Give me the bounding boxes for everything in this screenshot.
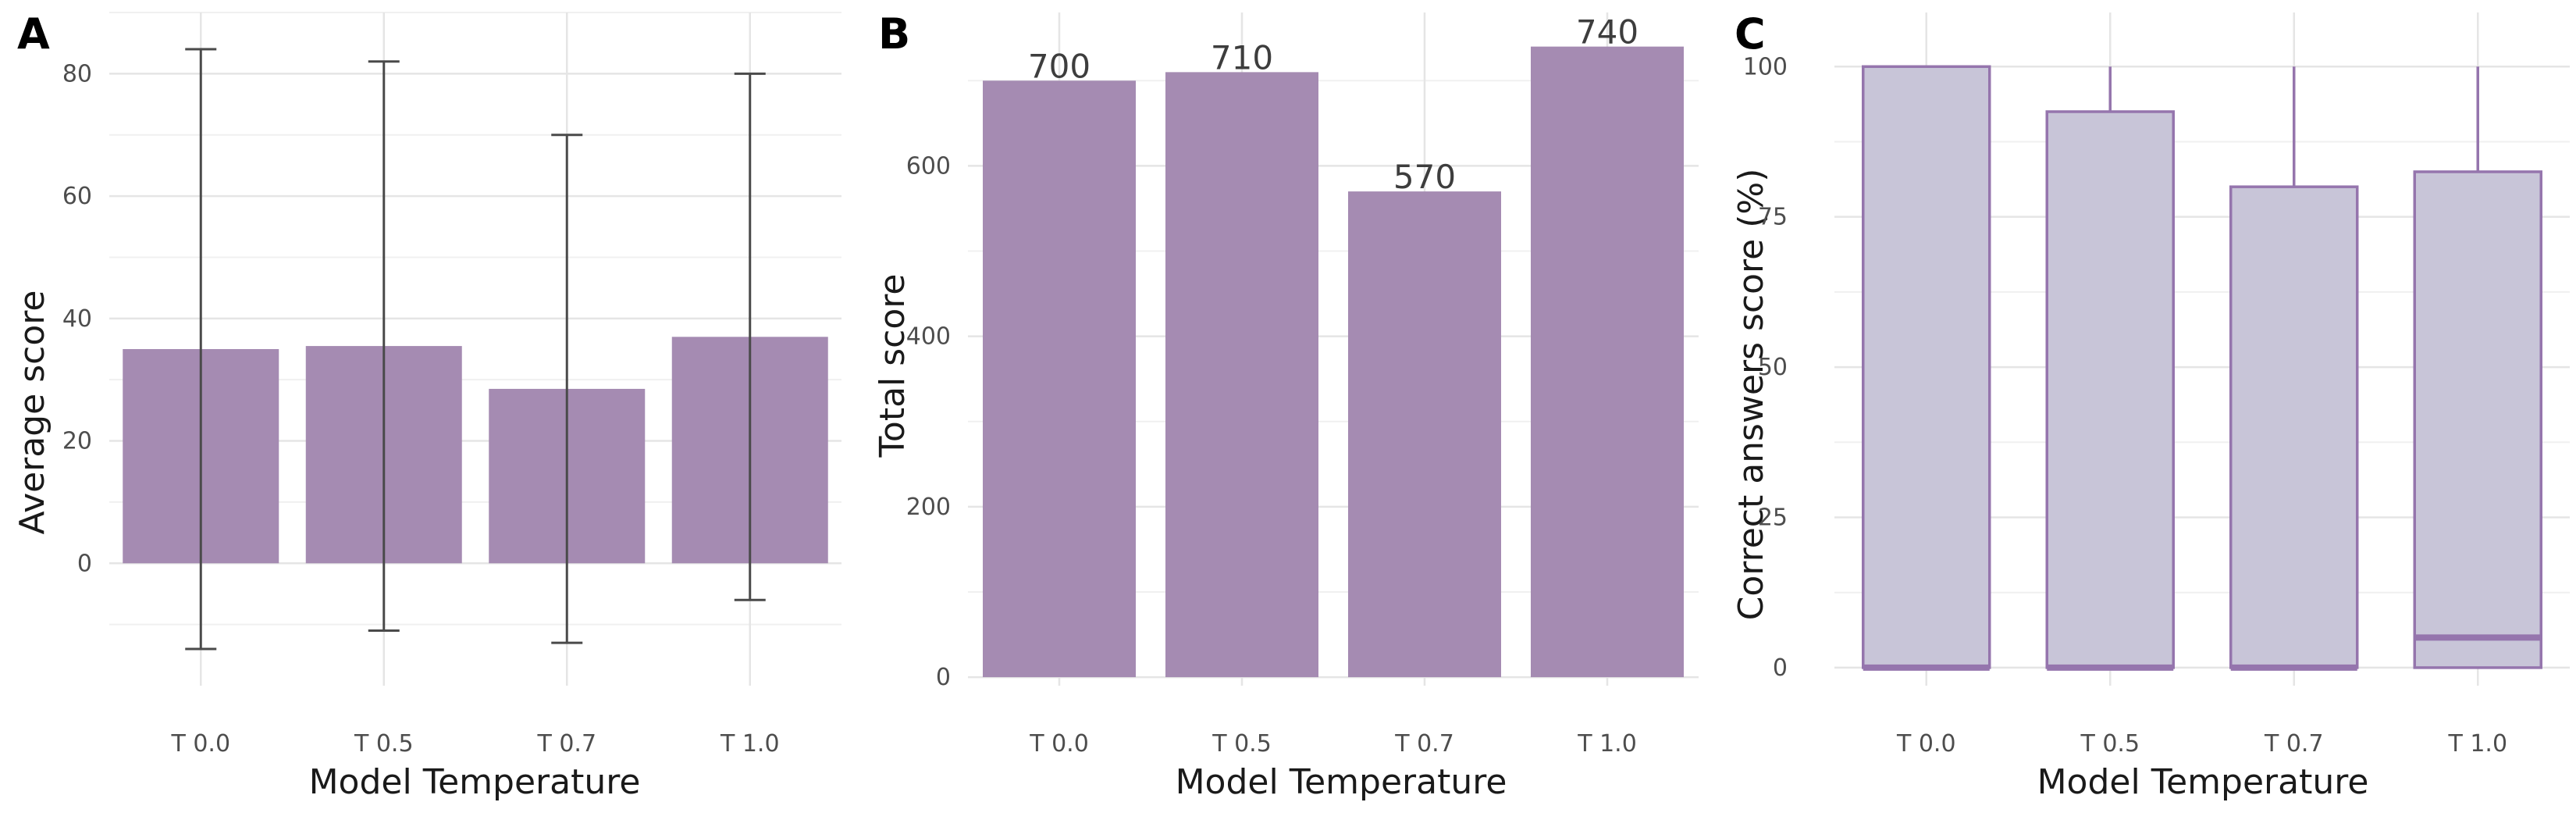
y-tick-label: 25 bbox=[1758, 504, 1788, 532]
y-tick-label: 0 bbox=[1773, 654, 1788, 682]
y-tick-label: 0 bbox=[936, 664, 951, 691]
error-bar bbox=[551, 134, 583, 644]
x-tick-label: T 0.7 bbox=[1394, 730, 1454, 758]
box-body bbox=[2413, 170, 2542, 669]
panel-b-x-axis-title: Model Temperature bbox=[1176, 762, 1507, 802]
y-tick-label: 40 bbox=[62, 305, 92, 333]
y-tick-label: 600 bbox=[906, 152, 951, 180]
data-label: 700 bbox=[1028, 47, 1091, 85]
box-t-0-7 bbox=[2229, 66, 2359, 671]
bar-t-1-0 bbox=[1531, 46, 1684, 678]
box-body bbox=[2229, 185, 2359, 669]
data-label: 740 bbox=[1576, 13, 1638, 52]
x-tick-label: T 0.5 bbox=[1212, 730, 1272, 758]
x-tick-label: T 0.7 bbox=[2264, 730, 2324, 758]
y-tick-label: 80 bbox=[62, 60, 92, 87]
bar-t-0-0 bbox=[983, 80, 1136, 678]
bar-t-0-5 bbox=[1165, 72, 1318, 678]
x-tick-label: T 0.0 bbox=[1029, 730, 1089, 758]
panel-a-x-axis-title: Model Temperature bbox=[309, 762, 641, 802]
data-label: 710 bbox=[1211, 38, 1273, 77]
error-bar bbox=[734, 72, 766, 601]
panel-c: C Model Temperature Correct answers scor… bbox=[1731, 9, 2570, 802]
y-tick-label: 60 bbox=[62, 183, 92, 210]
bar-t-0-7 bbox=[1348, 191, 1501, 678]
y-tick-label: 0 bbox=[77, 550, 92, 577]
box-t-0-0 bbox=[1862, 65, 1991, 671]
data-label: 570 bbox=[1393, 158, 1456, 196]
panel-a-tag: A bbox=[17, 9, 50, 59]
y-tick-label: 100 bbox=[1743, 53, 1788, 80]
panel-b-tag: B bbox=[878, 9, 910, 59]
y-tick-label: 20 bbox=[62, 428, 92, 455]
x-tick-label: T 1.0 bbox=[720, 730, 780, 758]
panel-c-x-axis-title: Model Temperature bbox=[2037, 762, 2369, 802]
error-bar bbox=[368, 60, 400, 632]
x-tick-label: T 1.0 bbox=[1577, 730, 1637, 758]
error-bar bbox=[185, 48, 217, 651]
x-tick-label: T 0.5 bbox=[2080, 730, 2140, 758]
box-body bbox=[2045, 110, 2175, 669]
y-tick-label: 400 bbox=[906, 323, 951, 351]
panel-a: A Model Temperature Average score 0 20 40 6… bbox=[12, 9, 841, 802]
panel-a-y-axis-title: Average score bbox=[12, 291, 52, 535]
y-tick-label: 200 bbox=[906, 494, 951, 521]
box-t-0-5 bbox=[2045, 66, 2175, 671]
x-tick-label: T 0.0 bbox=[1896, 730, 1956, 758]
panel-c-tag: C bbox=[1735, 9, 1766, 59]
box-t-1-0 bbox=[2413, 66, 2542, 669]
panel-b: B Model Temperature Total score 0 200 400 6… bbox=[873, 9, 1699, 802]
x-tick-label: T 0.7 bbox=[536, 730, 596, 758]
x-tick-label: T 0.5 bbox=[354, 730, 414, 758]
y-tick-label: 75 bbox=[1758, 204, 1788, 231]
x-tick-label: T 1.0 bbox=[2447, 730, 2507, 758]
y-tick-label: 50 bbox=[1758, 354, 1788, 381]
panel-c-y-axis-title: Correct answers score (%) bbox=[1731, 169, 1771, 621]
panel-b-y-axis-title: Total score bbox=[873, 274, 913, 458]
box-body bbox=[1862, 65, 1991, 669]
x-tick-label: T 0.0 bbox=[170, 730, 230, 758]
